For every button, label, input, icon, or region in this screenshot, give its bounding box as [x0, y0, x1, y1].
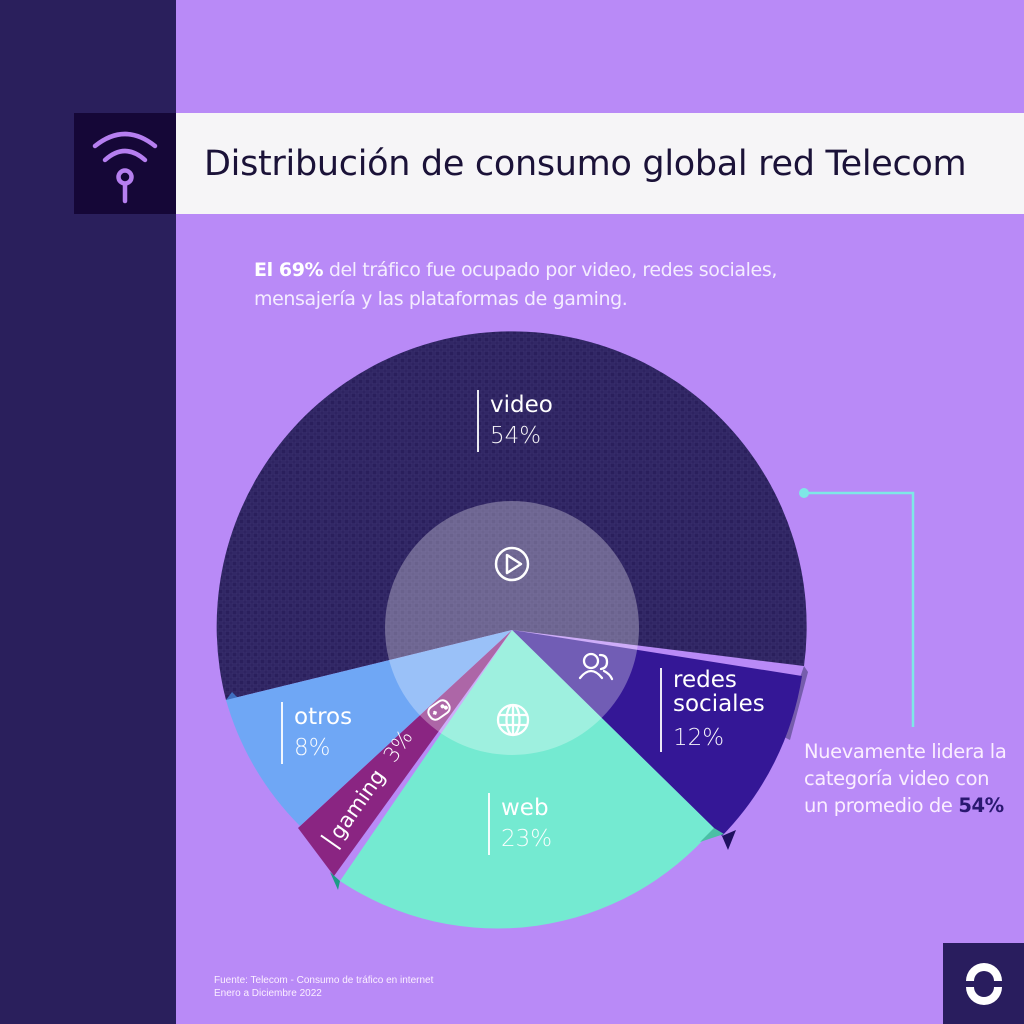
users-icon [578, 652, 614, 681]
globe-icon [496, 703, 530, 737]
label-otros: otros 8% [281, 702, 352, 764]
label-video: video 54% [477, 390, 553, 452]
label-redes-name-1: redes [673, 667, 737, 693]
brand-logo-box [943, 943, 1024, 1024]
gamepad-icon [427, 699, 451, 721]
page-title: Distribución de consumo global red Telec… [204, 143, 967, 184]
label-otros-value: 8% [294, 735, 331, 761]
label-web-name: web [501, 795, 549, 821]
label-video-value: 54% [490, 423, 542, 449]
slice-gaming [298, 630, 512, 876]
annotation-leader-line [799, 488, 915, 727]
title-band [176, 113, 1024, 214]
header-icon-box [74, 113, 176, 214]
source-note: Fuente: Telecom - Consumo de tráfico en … [214, 975, 433, 1000]
annotation-text: Nuevamente lidera la categoría video con… [804, 740, 1007, 817]
play-icon [494, 546, 530, 582]
annotation-highlight: 54% [958, 794, 1004, 817]
label-video-name: video [490, 392, 553, 418]
telecom-logo-icon [965, 962, 1002, 1005]
subtitle: El 69% del tráfico fue ocupado por video… [254, 256, 874, 314]
subtitle-text: del tráfico fue ocupado por video, redes… [254, 259, 777, 310]
subtitle-highlight: El 69% [254, 259, 324, 281]
label-redes-sociales: redes sociales 12% [660, 668, 765, 752]
slice-redes-sociales [512, 630, 802, 836]
center-highlight-circle [385, 501, 639, 755]
label-otros-name: otros [294, 704, 353, 730]
label-redes-value: 12% [673, 725, 725, 751]
source-line-1: Fuente: Telecom - Consumo de tráfico en … [214, 975, 434, 986]
label-web: web 23% [488, 793, 552, 855]
annotation-note: Nuevamente lidera la categoría video con… [804, 738, 1014, 819]
label-web-value: 23% [501, 826, 553, 852]
source-line-2: Enero a Diciembre 2022 [214, 987, 322, 999]
wifi-antenna-icon [92, 131, 158, 203]
label-redes-name-2: sociales [673, 691, 765, 717]
slice-web [340, 630, 714, 929]
slice-otros [226, 630, 512, 826]
